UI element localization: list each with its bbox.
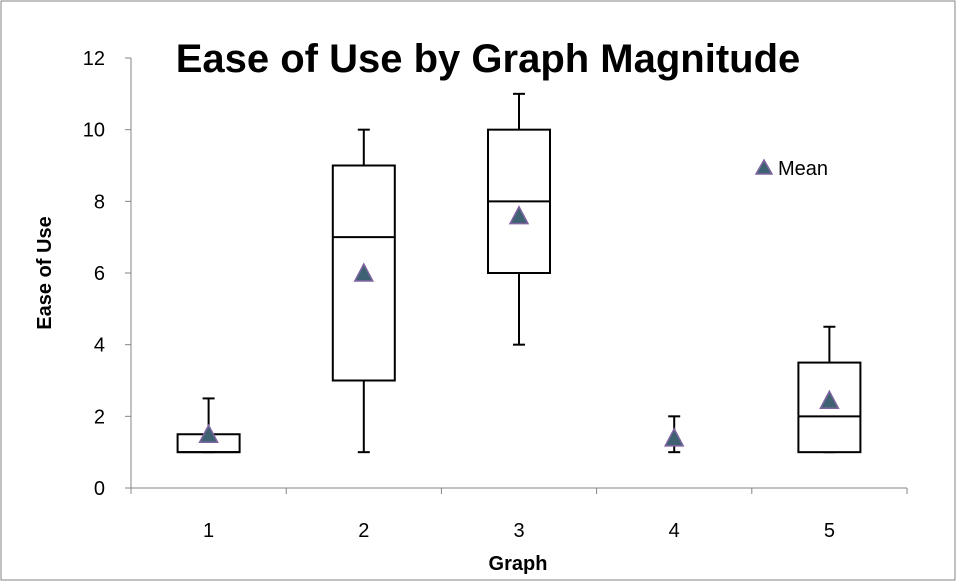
- boxes: [176, 92, 862, 454]
- y-tick-label: 0: [94, 478, 105, 500]
- means: [198, 205, 840, 447]
- x-tick-label: 5: [824, 520, 835, 542]
- legend-mean-marker: [754, 158, 774, 175]
- box-group: [176, 397, 241, 454]
- chart-title: Ease of Use by Graph Magnitude: [176, 37, 801, 81]
- x-axis-label: Graph: [489, 553, 548, 575]
- x-tick-label: 1: [203, 520, 214, 542]
- mean-marker: [819, 389, 840, 409]
- y-tick-label: 10: [83, 120, 105, 142]
- box-group: [487, 92, 551, 346]
- mean-marker: [353, 262, 375, 282]
- y-axis-label: Ease of Use: [34, 216, 56, 329]
- y-tick-label: 12: [83, 48, 105, 70]
- y-tick-label: 8: [94, 191, 105, 213]
- y-tick-label: 4: [94, 335, 105, 357]
- x-tick-label: 3: [513, 520, 524, 542]
- mean-marker: [198, 423, 219, 443]
- y-tick-label: 6: [94, 263, 105, 285]
- mean-marker: [663, 427, 685, 447]
- y-tick-label: 2: [94, 406, 105, 428]
- x-tick-label: 4: [669, 520, 680, 542]
- legend-mean-label: Mean: [778, 158, 828, 180]
- mean-marker: [508, 205, 530, 225]
- x-tick-label: 2: [358, 520, 369, 542]
- legend: Mean: [754, 158, 828, 180]
